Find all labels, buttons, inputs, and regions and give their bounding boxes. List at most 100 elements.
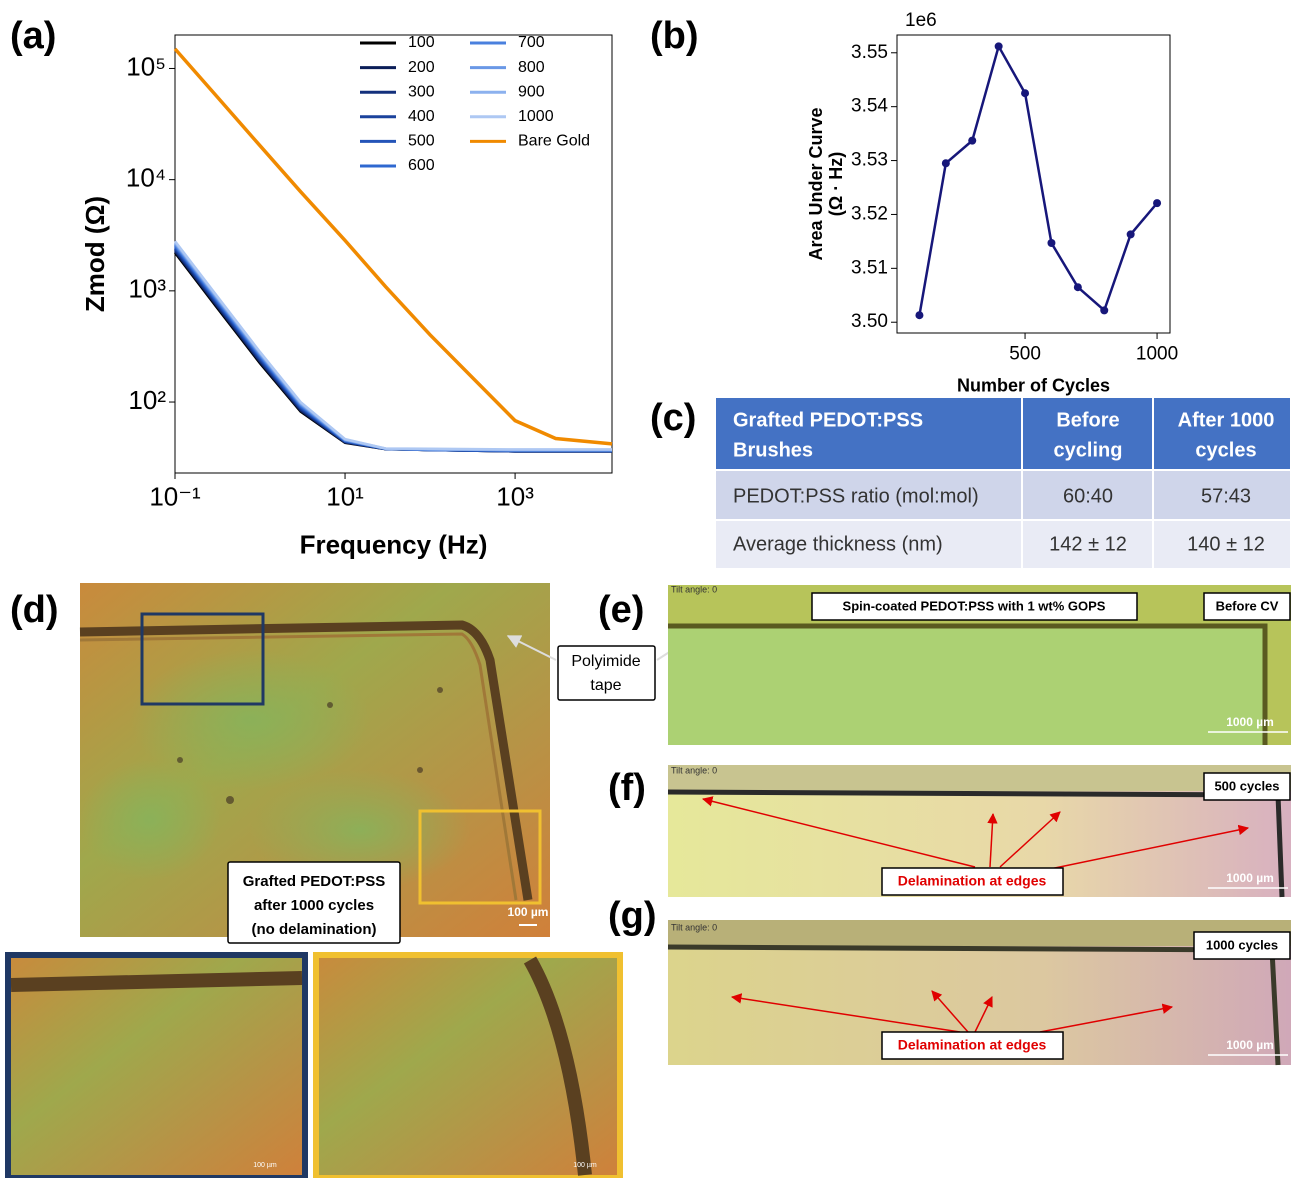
- table-cell: 57:43: [1201, 485, 1251, 507]
- x-tick-label: 10⁻¹: [149, 481, 201, 511]
- chart-a: 10⁻¹ 10¹ 10³ 10² 10³ 10⁴ 10⁵ Frequency (Hz) Zmod…: [80, 34, 613, 559]
- panel-label: (g): [608, 895, 657, 937]
- scale-bar-label: 1000 µm: [1226, 871, 1274, 885]
- y-tick-label: 3.52: [851, 203, 888, 224]
- point: [915, 311, 924, 320]
- table-header-cell: cycles: [1195, 439, 1256, 461]
- y-tick-label: 3.51: [851, 257, 888, 278]
- legend-label: 1000: [518, 108, 554, 125]
- table-header-cell: Brushes: [733, 439, 813, 461]
- plot-frame: [896, 34, 1171, 334]
- pointer-label: tape: [590, 677, 621, 694]
- panel-label: (e): [598, 589, 644, 631]
- panel-label: (b): [650, 15, 699, 57]
- point: [1073, 283, 1082, 292]
- table-cell: PEDOT:PSS ratio (mol:mol): [733, 485, 979, 507]
- table-cell: 60:40: [1063, 485, 1113, 507]
- table-row: [716, 521, 1290, 568]
- x-axis-label: Frequency (Hz): [300, 529, 488, 559]
- legend-label: 500: [408, 133, 435, 150]
- scale-bar-label: 100 µm: [253, 1162, 277, 1169]
- panel-label: (d): [10, 589, 59, 631]
- x-tick-label: 10³: [496, 481, 534, 511]
- point: [1153, 199, 1162, 208]
- series-line: [918, 43, 1159, 316]
- x-tick-label: 500: [1009, 343, 1041, 364]
- table-header: [716, 398, 1290, 470]
- legend-label: 100: [408, 34, 435, 51]
- micrograph-f: (f) Tilt angle: 0 500 cycles Delaminatio…: [608, 765, 1291, 898]
- legend-label: 600: [408, 157, 435, 174]
- offset-label: 1e6: [905, 10, 937, 31]
- state-label: 1000 cycles: [1206, 937, 1278, 952]
- y-tick-label: 10³: [128, 274, 166, 304]
- series-line: [174, 249, 612, 453]
- series-line: [174, 242, 612, 452]
- table-cell: Average thickness (nm): [733, 533, 943, 555]
- table-cell: 142 ± 12: [1049, 533, 1127, 555]
- tilt-label: Tilt angle: 0: [671, 922, 717, 932]
- y-axis-label: Zmod (Ω): [80, 196, 110, 312]
- micrograph-d: (d) 100 µm Grafted PEDOT:PSS after 1000 …: [5, 583, 724, 1181]
- scale-bar-label: 100 µm: [573, 1162, 597, 1169]
- table-cell: 140 ± 12: [1187, 533, 1265, 555]
- scale-bar-label: 1000 µm: [1226, 715, 1274, 729]
- callout: (no delamination): [252, 921, 377, 938]
- y-tick-label: 3.53: [851, 150, 888, 171]
- y-axis-label: Area Under Curve: [806, 107, 826, 260]
- point: [1047, 239, 1056, 248]
- callout: Grafted PEDOT:PSS: [243, 873, 386, 890]
- y-axis-label: (Ω · Hz): [826, 152, 846, 216]
- series-line: [174, 246, 612, 452]
- table-header-cell: After 1000: [1178, 409, 1275, 431]
- panel-label: (a): [10, 15, 56, 57]
- tilt-label: Tilt angle: 0: [671, 765, 717, 775]
- pointer-label: Polyimide: [571, 653, 640, 670]
- state-label: 500 cycles: [1214, 778, 1279, 793]
- legend-label: 400: [408, 108, 435, 125]
- point: [941, 159, 950, 168]
- table: (c) Grafted PEDOT:PSS Brushes Before cyc…: [650, 397, 1290, 568]
- chart-b: 500 1000 3.50 3.51 3.52 3.53 3.54 3.55 Number of…: [806, 10, 1178, 396]
- y-tick-label: 10⁵: [126, 51, 166, 81]
- x-tick-label: 10¹: [326, 481, 364, 511]
- y-tick-label: 3.54: [851, 96, 888, 117]
- y-tick-label: 3.50: [851, 311, 888, 332]
- micrograph-e: (e) Tilt angle: 0 Spin-coated PEDOT:PSS …: [598, 584, 1291, 745]
- table-header-cell: Before: [1056, 409, 1119, 431]
- legend-label: 700: [518, 34, 545, 51]
- y-tick-label: 10²: [128, 385, 166, 415]
- series-line: [174, 245, 612, 452]
- note: Delamination at edges: [898, 1037, 1047, 1053]
- legend-label: Bare Gold: [518, 133, 590, 150]
- series-line: [174, 250, 612, 453]
- table-header-cell: cycling: [1054, 439, 1123, 461]
- point: [968, 136, 977, 145]
- x-axis-label: Number of Cycles: [957, 376, 1110, 396]
- note: Spin-coated PEDOT:PSS with 1 wt% GOPS: [843, 598, 1106, 613]
- panel-label: (f): [608, 767, 646, 809]
- point: [1126, 230, 1135, 239]
- series-line: [173, 47, 613, 446]
- legend-label: 800: [518, 59, 545, 76]
- micrograph-g: (g) Tilt angle: 0 1000 cycles Delaminati…: [608, 895, 1291, 1066]
- note: Delamination at edges: [898, 873, 1047, 889]
- table-row: [716, 471, 1290, 519]
- y-tick-label: 10⁴: [126, 163, 166, 193]
- x-tick-label: 1000: [1136, 343, 1178, 364]
- plot-frame: [174, 34, 613, 474]
- callout: after 1000 cycles: [254, 897, 374, 914]
- point: [994, 42, 1003, 51]
- point: [1100, 306, 1109, 315]
- legend-label: 300: [408, 83, 435, 100]
- y-tick-label: 3.55: [851, 42, 888, 63]
- series-line: [174, 247, 612, 453]
- point: [1021, 89, 1030, 98]
- series-line: [174, 241, 612, 452]
- tilt-label: Tilt angle: 0: [671, 584, 717, 594]
- table-header-cell: Grafted PEDOT:PSS: [733, 409, 923, 431]
- state-label: Before CV: [1216, 598, 1279, 613]
- series-line: [174, 252, 612, 453]
- legend-label: 900: [518, 83, 545, 100]
